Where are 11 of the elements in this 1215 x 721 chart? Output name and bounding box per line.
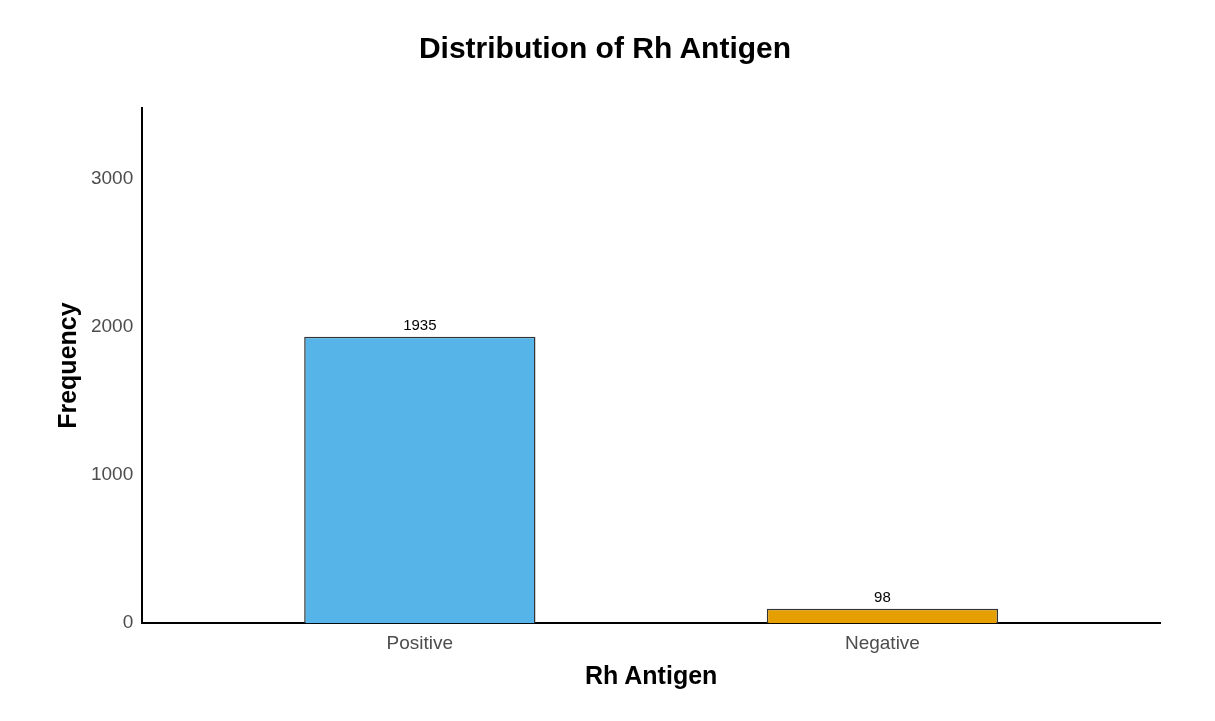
chart-title: Distribution of Rh Antigen <box>418 31 792 65</box>
data-label: 1935 <box>403 316 437 334</box>
x-tick-label: Negative <box>844 631 920 653</box>
y-tick-label: 1000 <box>90 463 134 485</box>
y-tick-label: 3000 <box>90 167 134 189</box>
data-label: 98 <box>874 588 891 606</box>
x-axis-title: Rh Antigen <box>584 660 718 689</box>
y-axis-title: Frequency <box>52 302 81 429</box>
y-tick-label: 2000 <box>90 315 134 337</box>
y-tick-label: 0 <box>122 611 134 633</box>
x-tick-label: Positive <box>386 631 454 653</box>
